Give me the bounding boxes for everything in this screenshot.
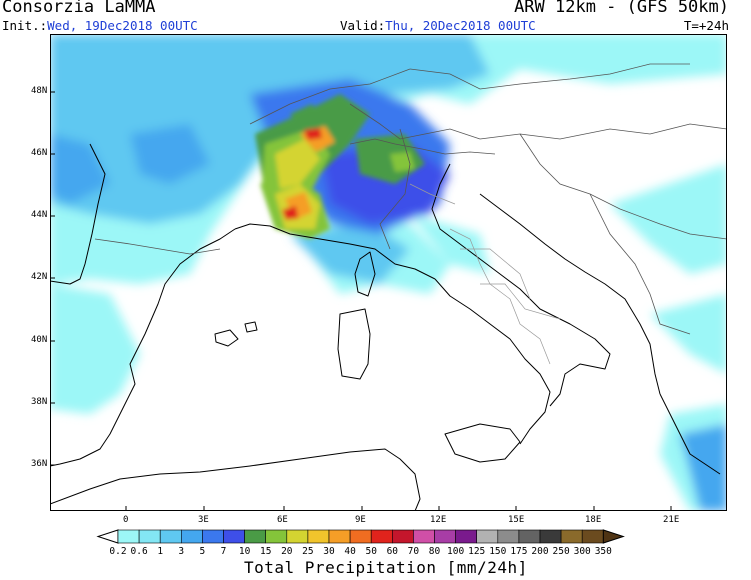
model-title: ARW 12km - (GFS 50km) bbox=[514, 0, 729, 17]
colorbar-level-label: 1 bbox=[157, 546, 163, 557]
colorbar-cell bbox=[434, 529, 456, 544]
colorbar-cell bbox=[328, 529, 351, 544]
lat-label: 42N bbox=[31, 272, 48, 282]
colorbar-over-triangle bbox=[602, 529, 625, 544]
colorbar-title: Total Precipitation [mm/24h] bbox=[244, 558, 528, 577]
colorbar-level-label: 250 bbox=[553, 546, 570, 557]
lat-label: 44N bbox=[31, 210, 48, 220]
colorbar-cell bbox=[223, 529, 245, 544]
init-time: Init.:Wed, 19Dec2018 00UTC bbox=[2, 18, 198, 33]
lon-label: 12E bbox=[430, 515, 447, 525]
colorbar-level-label: 25 bbox=[302, 546, 313, 557]
national-borders bbox=[94, 63, 727, 335]
colorbar-level-label: 7 bbox=[221, 546, 227, 557]
lon-label: 3E bbox=[198, 515, 209, 525]
colorbar-level-label: 125 bbox=[468, 546, 485, 557]
colorbar-level-label: 40 bbox=[344, 546, 356, 557]
colorbar-level-label: 20 bbox=[281, 546, 293, 557]
colorbar-level-label: 350 bbox=[595, 546, 612, 557]
forecast-step: T=+24h bbox=[683, 18, 729, 33]
lat-label: 46N bbox=[31, 148, 48, 158]
colorbar-cell bbox=[159, 529, 182, 544]
colorbar-level-label: 100 bbox=[447, 546, 464, 557]
regional-borders bbox=[409, 183, 561, 365]
map-frame bbox=[50, 34, 727, 511]
lon-label: 21E bbox=[663, 515, 680, 525]
colorbar-level-label: 5 bbox=[200, 546, 206, 557]
colorbar-cell bbox=[476, 529, 499, 544]
colorbar-cell bbox=[391, 529, 414, 544]
init-value: Wed, 19Dec2018 00UTC bbox=[47, 18, 198, 33]
lon-label: 15E bbox=[508, 515, 525, 525]
colorbar-cell bbox=[518, 529, 541, 544]
lon-label: 0 bbox=[123, 515, 129, 525]
colorbar-level-label: 3 bbox=[178, 546, 184, 557]
colorbar-cell bbox=[581, 529, 604, 544]
colorbar-level-label: 300 bbox=[574, 546, 591, 557]
colorbar-cell bbox=[413, 529, 435, 544]
init-label: Init.: bbox=[2, 18, 48, 33]
organization-title: Consorzia LaMMA bbox=[2, 0, 156, 17]
colorbar-cell bbox=[455, 529, 478, 544]
colorbar-level-label: 80 bbox=[429, 546, 441, 557]
colorbar-level-label: 10 bbox=[239, 546, 251, 557]
colorbar-under-triangle bbox=[96, 529, 119, 544]
colorbar-cell bbox=[560, 529, 583, 544]
colorbar-level-label: 70 bbox=[408, 546, 420, 557]
colorbar: 0.2 0.6 1 3 5 7 10 15 20 25 30 40 50 60 70 80 100 125 150 1… bbox=[96, 529, 625, 557]
colorbar-level-label: 60 bbox=[387, 546, 399, 557]
valid-label: Valid: bbox=[340, 18, 386, 33]
colorbar-level-label: 50 bbox=[365, 546, 377, 557]
colorbar-cells bbox=[96, 529, 625, 544]
colorbar-cell bbox=[286, 529, 309, 544]
lat-label: 36N bbox=[31, 459, 48, 469]
colorbar-level-label: 175 bbox=[510, 546, 527, 557]
colorbar-cell bbox=[265, 529, 288, 544]
colorbar-cell bbox=[539, 529, 562, 544]
lon-label: 6E bbox=[277, 515, 288, 525]
colorbar-labels: 0.2 0.6 1 3 5 7 10 15 20 25 30 40 50 60 70 80 100 125 150 1… bbox=[109, 546, 612, 557]
colorbar-level-label: 30 bbox=[323, 546, 335, 557]
lat-label: 38N bbox=[31, 397, 48, 407]
colorbar-level-label: 15 bbox=[260, 546, 271, 557]
colorbar-cell bbox=[181, 529, 203, 544]
colorbar-cell bbox=[349, 529, 372, 544]
precipitation-map bbox=[50, 34, 727, 511]
colorbar-level-label: 0.2 bbox=[109, 546, 126, 557]
colorbar-cell bbox=[497, 529, 520, 544]
colorbar-level-label: 0.6 bbox=[131, 546, 148, 557]
colorbar-cell bbox=[138, 529, 161, 544]
colorbar-cell bbox=[117, 529, 140, 544]
valid-time: Valid:Thu, 20Dec2018 00UTC bbox=[340, 18, 536, 33]
colorbar-level-label: 150 bbox=[489, 546, 506, 557]
colorbar-level-label: 200 bbox=[531, 546, 548, 557]
lat-label: 40N bbox=[31, 335, 48, 345]
colorbar-cell bbox=[370, 529, 393, 544]
coastlines bbox=[50, 143, 721, 511]
valid-value: Thu, 20Dec2018 00UTC bbox=[385, 18, 536, 33]
lon-label: 9E bbox=[355, 515, 366, 525]
colorbar-cell bbox=[307, 529, 330, 544]
colorbar-cell bbox=[244, 529, 267, 544]
lat-label: 48N bbox=[31, 86, 48, 96]
lon-label: 18E bbox=[585, 515, 602, 525]
colorbar-cell bbox=[202, 529, 224, 544]
